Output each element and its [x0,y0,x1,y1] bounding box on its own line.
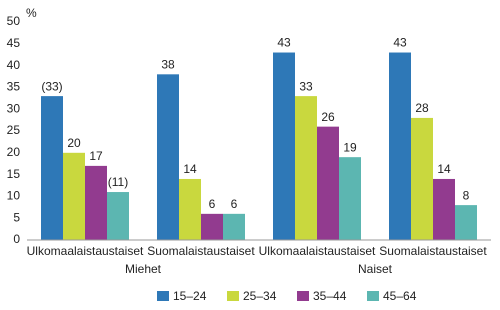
legend-label: 35–44 [313,289,347,303]
y-tick-label: 5 [13,210,20,224]
legend-label: 15–24 [173,289,207,303]
bar [63,152,85,240]
value-label: 6 [231,197,238,211]
legend-swatch [297,291,309,301]
y-tick-label: 20 [7,145,21,159]
bar [201,213,223,240]
legend-swatch [367,291,379,301]
y-tick-label: 15 [7,167,21,181]
bar [41,96,63,241]
x-tick-label: Suomalaistaustaiset [147,244,255,258]
group-label: Naiset [358,262,393,276]
bar [339,157,361,240]
value-label: 20 [67,136,81,150]
bar [455,205,477,240]
value-label: 38 [161,57,175,71]
value-label: 8 [463,188,470,202]
bar [317,126,339,240]
y-tick-label: 35 [7,80,21,94]
y-axis-label: % [26,6,37,20]
y-tick-label: 50 [7,14,21,28]
value-label: 17 [89,149,103,163]
value-label: 28 [415,101,429,115]
bar [273,52,295,240]
legend-swatch [157,291,169,301]
value-label: 33 [299,79,313,93]
group-label: Miehet [125,262,162,276]
y-tick-label: 40 [7,58,21,72]
bar [223,213,245,240]
y-tick-label: 45 [7,36,21,50]
value-label: 6 [209,197,216,211]
value-label: (33) [41,79,62,93]
x-tick-label: Ulkomaalaistaustaiset [259,244,376,258]
bar [433,178,455,240]
bar [157,74,179,240]
value-label: 14 [183,162,197,176]
y-tick-label: 0 [13,232,20,246]
y-tick-label: 25 [7,123,21,137]
bar [179,178,201,240]
legend-label: 45–64 [383,289,417,303]
bar [295,96,317,241]
bar [411,117,433,240]
value-label: (11) [108,175,128,189]
value-label: 43 [277,36,291,50]
x-tick-label: Suomalaistaustaiset [379,244,487,258]
bar [107,192,129,240]
value-label: 43 [393,36,407,50]
x-tick-label: Ulkomaalaistaustaiset [27,244,144,258]
bar [389,52,411,240]
legend-swatch [227,291,239,301]
value-label: 26 [321,110,335,124]
value-label: 14 [437,162,451,176]
y-tick-label: 10 [7,189,21,203]
bar [85,165,107,240]
value-label: 19 [343,140,357,154]
y-tick-label: 30 [7,101,21,115]
legend-label: 25–34 [243,289,277,303]
